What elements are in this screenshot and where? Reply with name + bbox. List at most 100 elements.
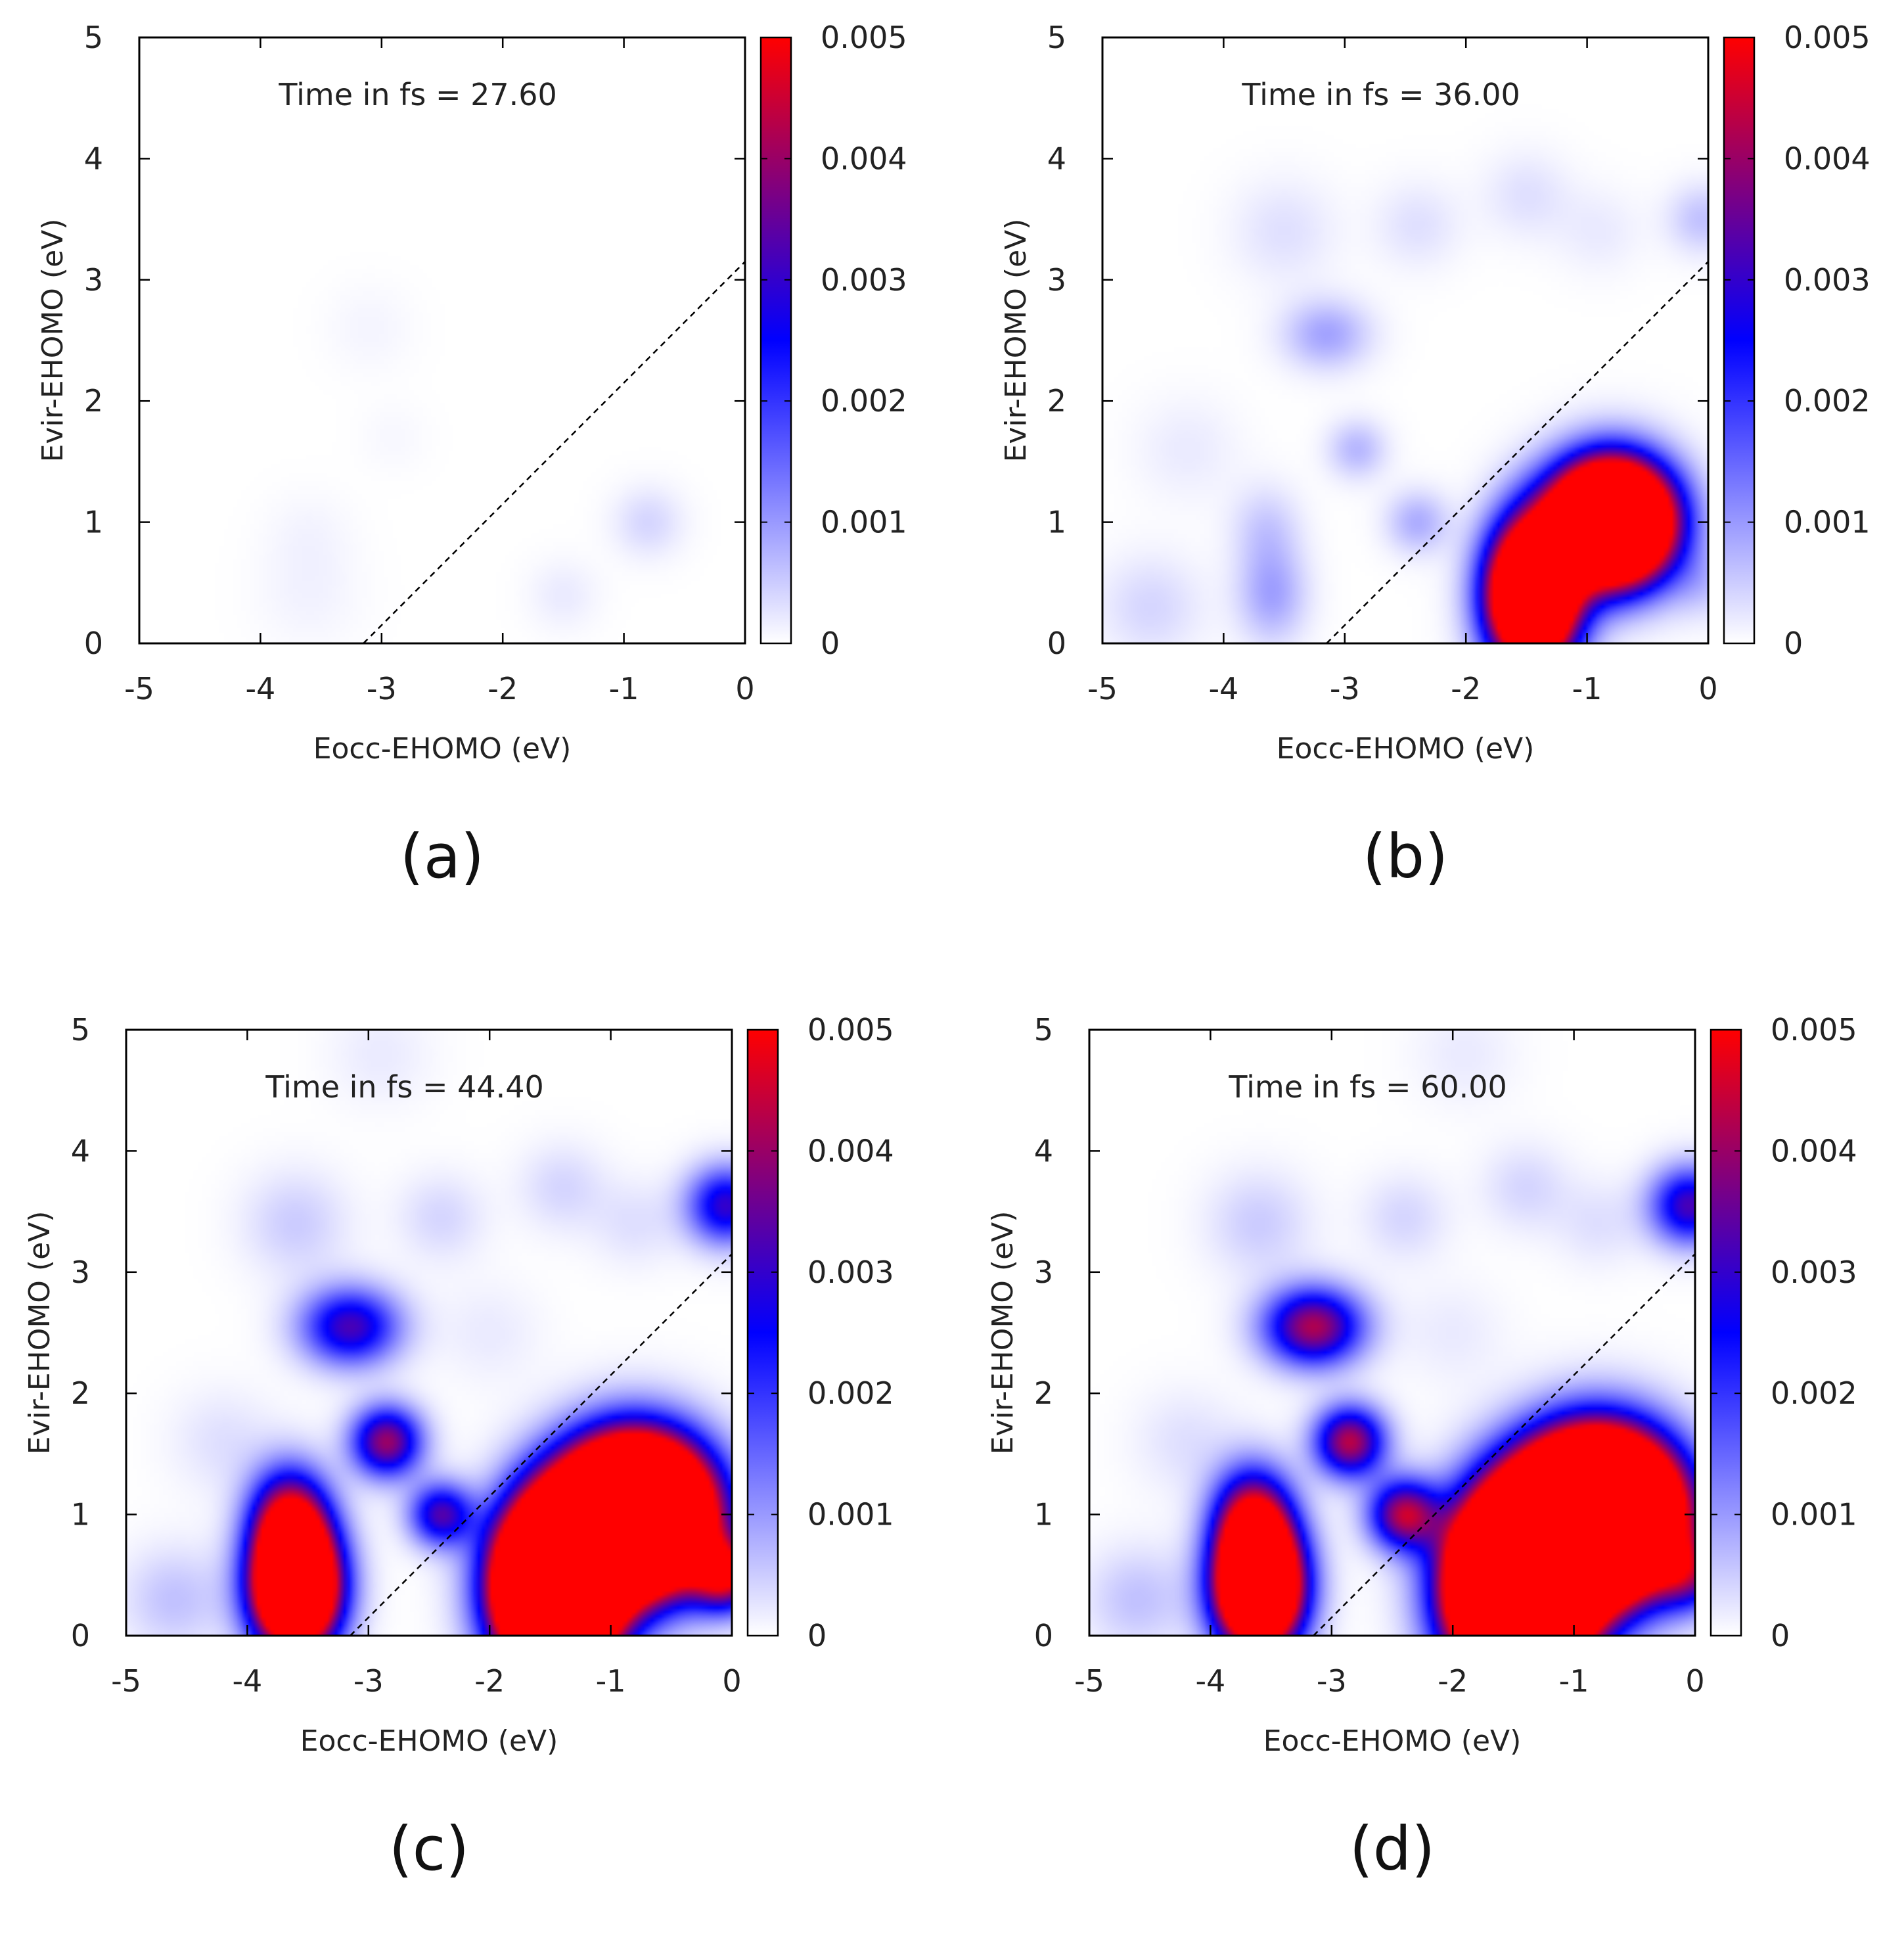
colorbar-tick-label: 0.001 — [1784, 505, 1870, 540]
heatmap-axes: -5 -4 -3 -2 -1 0 0 1 2 3 4 5 Eocc-EHOMO (eV) Evir-EHO… — [36, 20, 907, 766]
time-annotation: Time in fs = 36.00 — [1241, 77, 1520, 112]
x-tick-label: -3 — [1317, 1663, 1347, 1699]
y-tick-label: 5 — [1047, 20, 1066, 55]
x-axis-label: Eocc-EHOMO (eV) — [1277, 732, 1535, 766]
heatmap-density — [1102, 37, 1708, 643]
colorbar-tick-label: 0.004 — [807, 1133, 894, 1168]
y-axis-label: Evir-EHOMO (eV) — [23, 1211, 57, 1455]
x-tick-label: -1 — [1572, 671, 1602, 706]
y-tick-label: 3 — [71, 1255, 90, 1290]
y-axis-label: Evir-EHOMO (eV) — [999, 219, 1033, 463]
heatmap-density — [126, 1030, 732, 1636]
colorbar-tick-label: 0.005 — [807, 1012, 894, 1048]
colorbar-tick-label: 0 — [807, 1618, 827, 1653]
colorbar-tick-label: 0.003 — [821, 262, 907, 298]
x-tick-label: 0 — [735, 671, 754, 706]
y-tick-label: 3 — [84, 262, 103, 298]
y-tick-label: 1 — [1047, 505, 1066, 540]
x-tick-label: -2 — [1451, 671, 1481, 706]
x-tick-label: -4 — [1208, 671, 1238, 706]
x-tick-label: -2 — [487, 671, 518, 706]
heatmap-density — [1089, 1030, 1695, 1636]
x-tick-label: -4 — [1195, 1663, 1225, 1699]
diagonal-dashed-line — [350, 1253, 733, 1636]
y-tick-label: 0 — [84, 626, 103, 661]
y-tick-label: 4 — [1034, 1133, 1053, 1168]
colorbar-tick-label: 0.003 — [1784, 262, 1870, 298]
colorbar-tick-label: 0.001 — [1771, 1497, 1857, 1533]
panel-label: (a) — [399, 821, 485, 892]
time-annotation: Time in fs = 27.60 — [278, 77, 556, 112]
colorbar-tick-label: 0 — [1771, 1618, 1790, 1653]
x-tick-label: -3 — [1330, 671, 1360, 706]
y-tick-label: 4 — [1047, 141, 1066, 176]
x-tick-label: -5 — [124, 671, 154, 706]
y-tick-label: 4 — [71, 1133, 90, 1168]
y-tick-label: 1 — [84, 505, 103, 540]
colorbar-tick-label: 0.002 — [1784, 383, 1870, 419]
heatmap-axes: -5 -4 -3 -2 -1 0 0 1 2 3 4 5 Eocc-EHOMO (eV) Evir-EHO… — [986, 1012, 1857, 1758]
y-tick-label: 5 — [1034, 1012, 1053, 1048]
x-tick-label: 0 — [722, 1663, 741, 1699]
plot-frame — [1088, 1028, 1696, 1637]
colorbar-tick-label: 0.005 — [1784, 20, 1870, 55]
y-tick-label: 0 — [1047, 626, 1066, 661]
x-tick-label: -1 — [1559, 1663, 1589, 1699]
heatmap-axes: -5 -4 -3 -2 -1 0 0 1 2 3 4 5 Eocc-EHOMO (eV) Evir-EHO… — [23, 1012, 894, 1758]
colorbar — [759, 36, 792, 645]
plot-frame — [138, 36, 746, 645]
plot-frame — [1101, 36, 1710, 645]
colorbar-tick-label: 0.002 — [1771, 1375, 1857, 1411]
panel-label: (d) — [1349, 1814, 1436, 1884]
diagonal-dashed-line — [1326, 261, 1709, 644]
y-tick-label: 2 — [1034, 1375, 1053, 1411]
x-tick-label: -4 — [232, 1663, 262, 1699]
y-tick-label: 3 — [1047, 262, 1066, 298]
heatmap-axes: -5 -4 -3 -2 -1 0 0 1 2 3 4 5 Eocc-EHOMO (eV) Evir-EHO… — [999, 20, 1870, 766]
y-tick-label: 4 — [84, 141, 103, 176]
panel-label: (b) — [1362, 821, 1449, 892]
x-tick-label: -2 — [474, 1663, 505, 1699]
colorbar-tick-label: 0 — [821, 626, 840, 661]
colorbar-tick-label: 0.004 — [821, 141, 907, 176]
colorbar — [746, 1028, 779, 1637]
heatmap-density — [139, 37, 745, 643]
heatmap-panel: -5 -4 -3 -2 -1 0 0 1 2 3 4 5 Eocc-EHOMO (eV) Evir-EHO… — [0, 992, 939, 1959]
x-axis-label: Eocc-EHOMO (eV) — [1263, 1724, 1522, 1758]
colorbar-tick-label: 0.002 — [807, 1375, 894, 1411]
y-tick-label: 1 — [1034, 1497, 1053, 1533]
x-tick-label: -4 — [245, 671, 275, 706]
x-tick-label: -2 — [1438, 1663, 1468, 1699]
x-tick-label: -3 — [367, 671, 397, 706]
panel-label: (c) — [388, 1814, 470, 1884]
y-tick-label: 1 — [71, 1497, 90, 1533]
y-tick-label: 3 — [1034, 1255, 1053, 1290]
x-tick-label: -1 — [609, 671, 639, 706]
x-tick-label: 0 — [1685, 1663, 1704, 1699]
x-axis-label: Eocc-EHOMO (eV) — [300, 1724, 558, 1758]
diagonal-dashed-line — [1313, 1253, 1696, 1636]
heatmap-panel: -5 -4 -3 -2 -1 0 0 1 2 3 4 5 Eocc-EHOMO (eV) Evir-EHO… — [950, 992, 1902, 1959]
diagonal-dashed-line — [363, 261, 746, 644]
x-tick-label: -5 — [111, 1663, 141, 1699]
colorbar-tick-label: 0.001 — [807, 1497, 894, 1533]
y-tick-label: 0 — [1034, 1618, 1053, 1653]
colorbar-tick-label: 0 — [1784, 626, 1803, 661]
colorbar-tick-label: 0.004 — [1771, 1133, 1857, 1168]
colorbar — [1710, 1028, 1742, 1637]
y-tick-label: 5 — [84, 20, 103, 55]
x-tick-label: -1 — [596, 1663, 626, 1699]
colorbar — [1723, 36, 1756, 645]
y-tick-label: 2 — [71, 1375, 90, 1411]
x-tick-label: -3 — [353, 1663, 384, 1699]
colorbar-tick-label: 0.003 — [807, 1255, 894, 1290]
x-tick-label: -5 — [1074, 1663, 1104, 1699]
colorbar-tick-label: 0.003 — [1771, 1255, 1857, 1290]
y-axis-label: Evir-EHOMO (eV) — [36, 219, 70, 463]
colorbar-tick-label: 0.005 — [1771, 1012, 1857, 1048]
x-tick-label: -5 — [1087, 671, 1118, 706]
time-annotation: Time in fs = 44.40 — [265, 1069, 543, 1105]
heatmap-panel: -5 -4 -3 -2 -1 0 0 1 2 3 4 5 Eocc-EHOMO (eV) Evir-EHO… — [0, 0, 952, 967]
time-annotation: Time in fs = 60.00 — [1228, 1069, 1507, 1105]
